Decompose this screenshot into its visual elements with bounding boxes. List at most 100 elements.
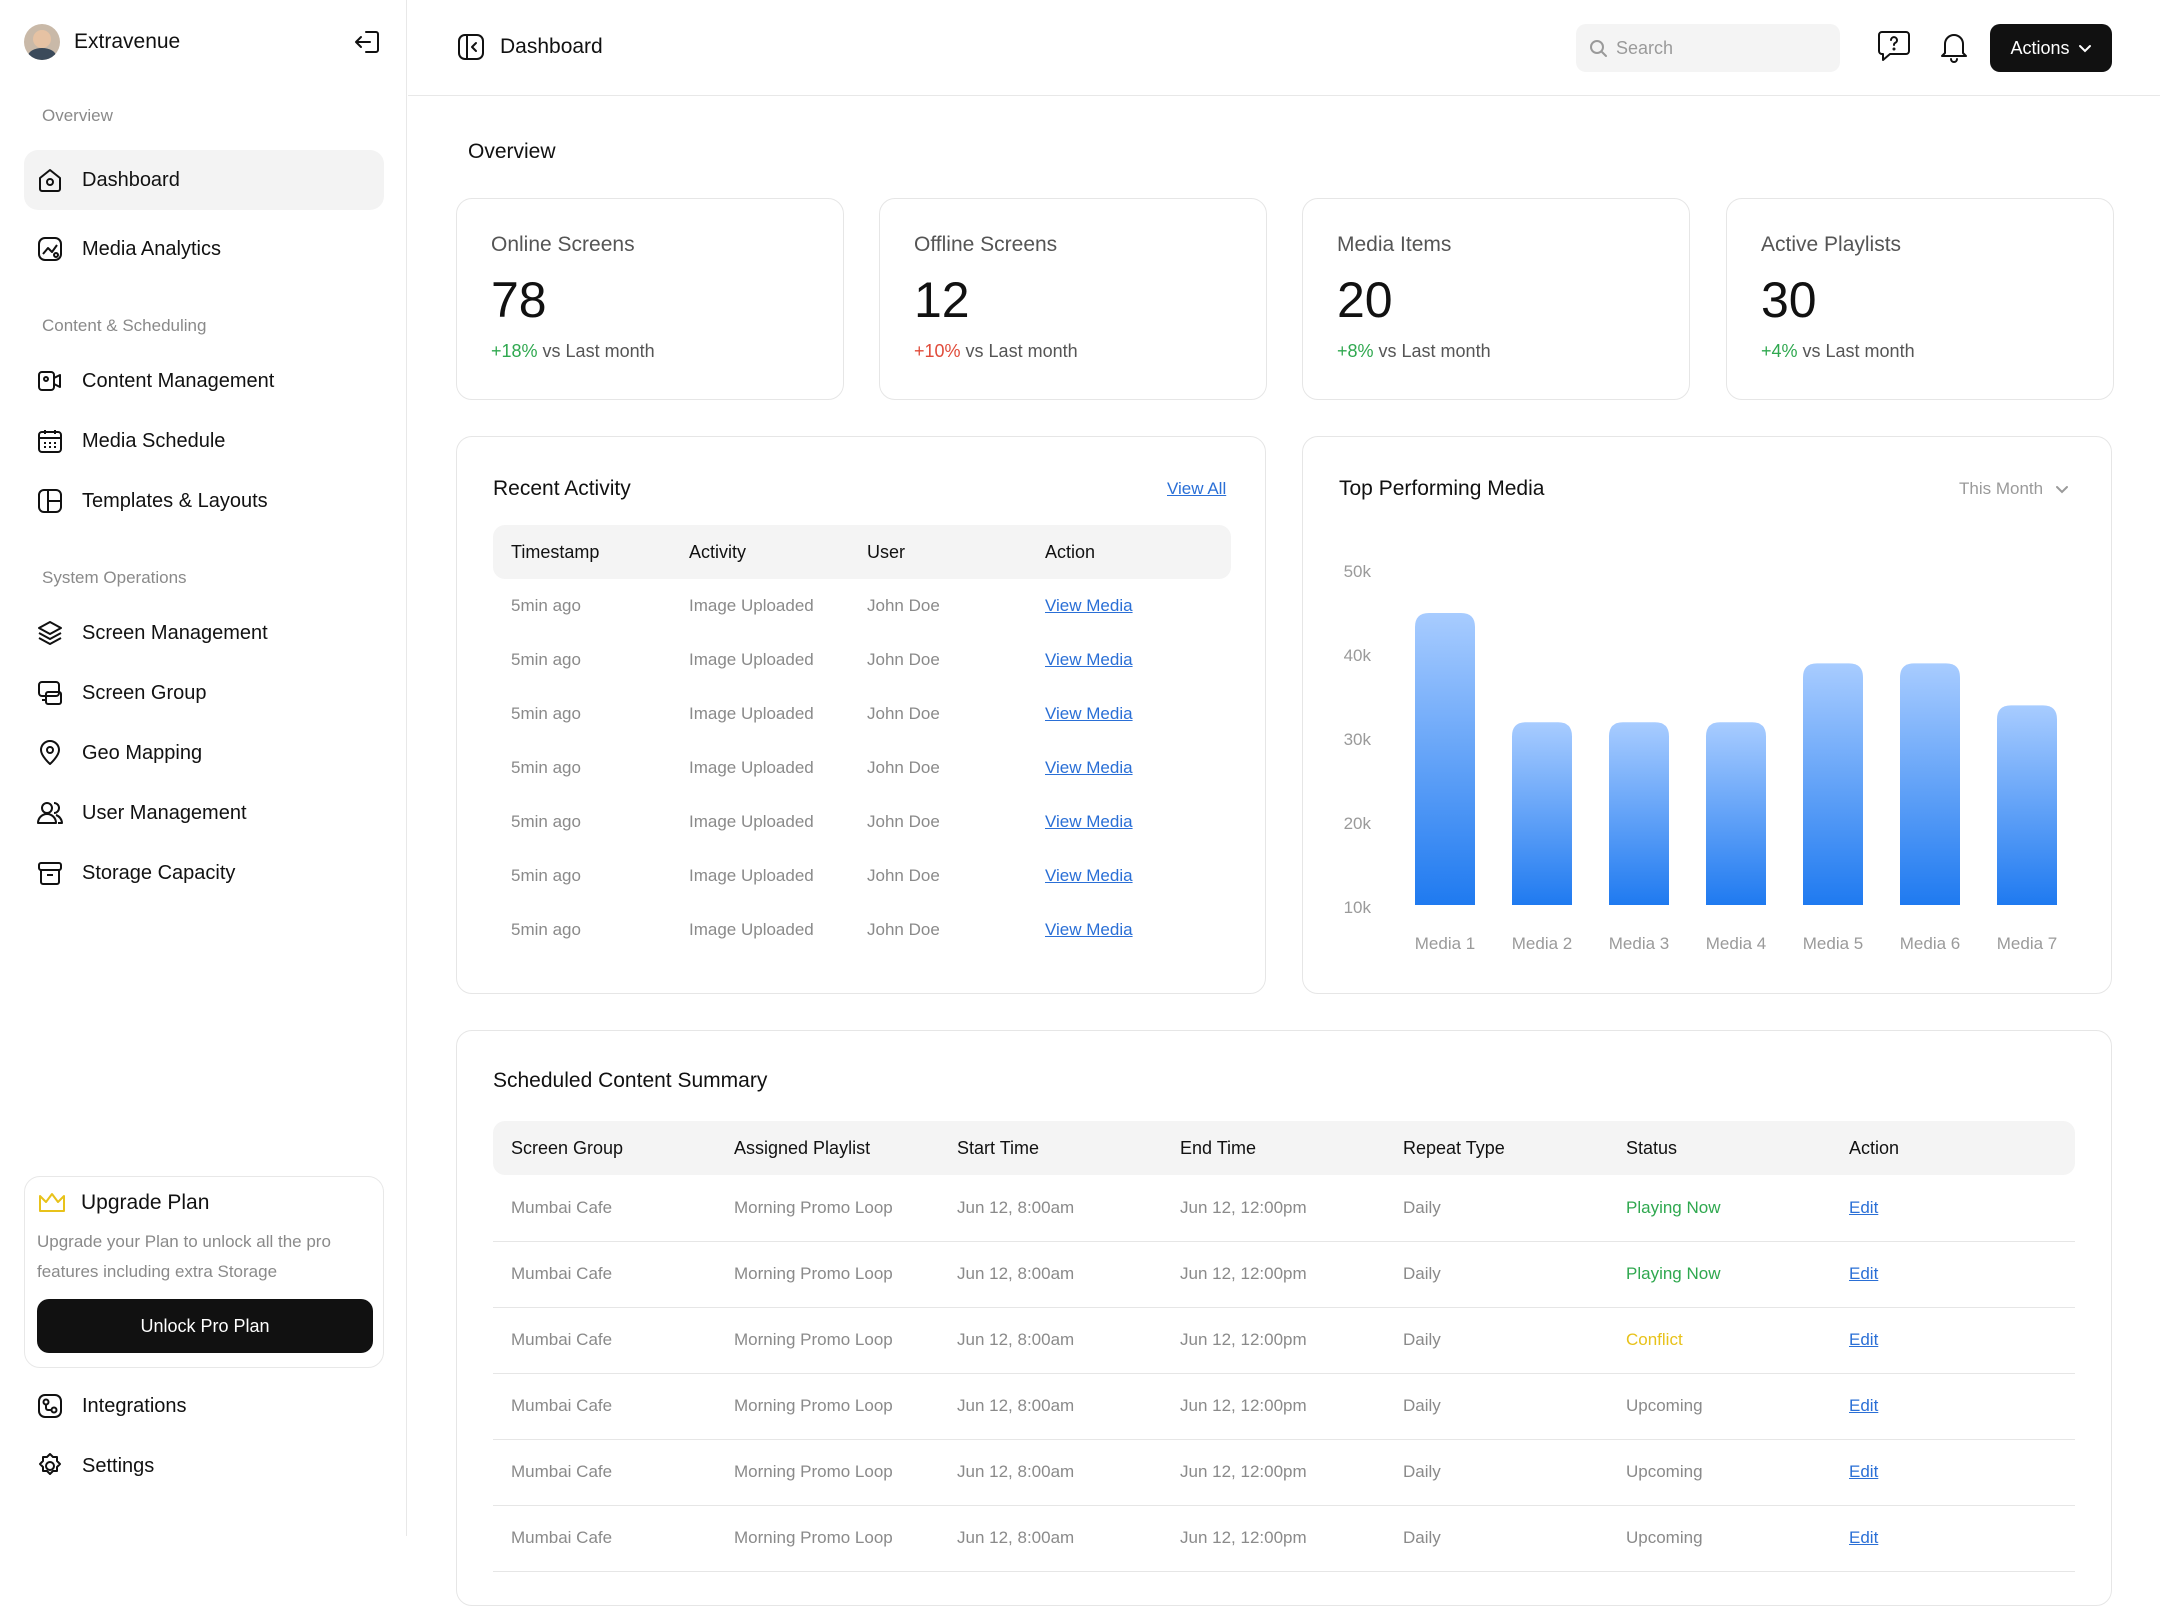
actions-label: Actions	[2010, 37, 2070, 58]
table-cell: Daily	[1385, 1241, 1608, 1308]
table-cell: View Media	[1027, 741, 1231, 795]
logout-icon[interactable]	[352, 26, 384, 58]
x-tick-label: Media 2	[1512, 934, 1572, 953]
view-media-link[interactable]: View Media	[1045, 812, 1133, 831]
table-cell: Edit	[1831, 1373, 2075, 1440]
page-title: Overview	[468, 140, 556, 163]
table-cell: Jun 12, 8:00am	[939, 1439, 1162, 1506]
section-label-overview: Overview	[42, 106, 113, 125]
x-tick-label: Media 4	[1706, 934, 1766, 953]
view-media-link[interactable]: View Media	[1045, 758, 1133, 777]
edit-link[interactable]: Edit	[1849, 1330, 1879, 1349]
y-tick-label: 40k	[1344, 646, 1372, 665]
x-tick-label: Media 3	[1609, 934, 1669, 953]
table-cell: Image Uploaded	[689, 650, 814, 669]
period-select[interactable]: This Month	[1959, 479, 2069, 499]
sidebar-toggle-icon[interactable]	[456, 32, 486, 62]
table-cell: Mumbai Cafe	[493, 1175, 716, 1242]
sidebar-item-templates-layouts[interactable]: Templates & Layouts	[24, 471, 384, 531]
table-cell: Mumbai Cafe	[493, 1241, 716, 1308]
column-header: Assigned Playlist	[734, 1137, 871, 1158]
table-cell: 5min ago	[511, 758, 581, 777]
edit-link[interactable]: Edit	[1849, 1528, 1879, 1547]
y-tick-label: 10k	[1344, 898, 1372, 917]
view-media-link[interactable]: View Media	[1045, 866, 1133, 885]
chart-bar[interactable]	[1512, 722, 1572, 905]
bell-icon[interactable]	[1936, 28, 1972, 64]
sidebar-item-media-analytics[interactable]: Media Analytics	[24, 219, 384, 279]
stat-card-media-items: Media Items 20 +8% vs Last month	[1302, 198, 1690, 400]
chart-bar[interactable]	[1997, 705, 2057, 905]
table-cell: View Media	[1027, 687, 1231, 741]
table-row: 5min ago Image Uploaded John Doe View Media	[493, 903, 1231, 957]
stat-label: Active Playlists	[1761, 233, 1902, 256]
chart-bar[interactable]	[1803, 663, 1863, 905]
table-cell: Edit	[1831, 1241, 2075, 1308]
chart-bar[interactable]	[1900, 663, 1960, 905]
table-cell: View Media	[1027, 579, 1231, 633]
scheduled-content-table: Screen Group Assigned Playlist Start Tim…	[493, 1121, 2075, 1572]
chevron-down-icon	[2056, 486, 2069, 494]
chevron-down-icon	[2078, 45, 2091, 53]
table-cell: 5min ago	[511, 866, 581, 885]
edit-link[interactable]: Edit	[1849, 1264, 1879, 1283]
search-input[interactable]: Search	[1576, 24, 1840, 72]
status-label: Upcoming	[1626, 1396, 1703, 1415]
upgrade-title: Upgrade Plan	[81, 1191, 210, 1214]
content-icon	[36, 367, 64, 395]
sidebar-item-screen-group[interactable]: Screen Group	[24, 663, 384, 723]
table-cell: Image Uploaded	[689, 704, 814, 723]
archive-icon	[36, 859, 64, 887]
stat-label: Media Items	[1337, 233, 1452, 256]
table-cell: Jun 12, 12:00pm	[1162, 1505, 1385, 1572]
sidebar-item-storage-capacity[interactable]: Storage Capacity	[24, 843, 384, 903]
recent-activity-title: Recent Activity	[493, 477, 631, 500]
y-tick-label: 50k	[1344, 562, 1372, 581]
column-header: Screen Group	[511, 1137, 624, 1158]
table-cell: View Media	[1027, 795, 1231, 849]
home-icon	[36, 166, 64, 194]
sidebar-item-media-schedule[interactable]: Media Schedule	[24, 411, 384, 471]
calendar-icon	[36, 427, 64, 455]
unlock-pro-plan-button[interactable]: Unlock Pro Plan	[37, 1299, 373, 1353]
sidebar-item-screen-management[interactable]: Screen Management	[24, 603, 384, 663]
sidebar-item-user-management[interactable]: User Management	[24, 783, 384, 843]
sidebar-item-dashboard[interactable]: Dashboard	[24, 150, 384, 210]
table-header-row: Timestamp Activity User Action	[493, 525, 1231, 579]
view-all-link[interactable]: View All	[1167, 479, 1227, 498]
view-media-link[interactable]: View Media	[1045, 704, 1133, 723]
view-media-link[interactable]: View Media	[1045, 920, 1133, 939]
help-icon[interactable]	[1876, 28, 1912, 64]
actions-button[interactable]: Actions	[1990, 24, 2112, 72]
sidebar-item-integrations[interactable]: Integrations	[24, 1376, 384, 1436]
chart-bar[interactable]	[1609, 722, 1669, 905]
sidebar-item-label: Dashboard	[82, 168, 180, 191]
chart-bar[interactable]	[1706, 722, 1766, 905]
search-icon	[1588, 38, 1608, 58]
edit-link[interactable]: Edit	[1849, 1462, 1879, 1481]
column-header: Action	[1045, 541, 1096, 562]
stat-value: 78	[491, 272, 547, 328]
analytics-icon	[36, 235, 64, 263]
avatar[interactable]	[24, 24, 60, 60]
edit-link[interactable]: Edit	[1849, 1197, 1879, 1217]
table-row: Mumbai Cafe Morning Promo Loop Jun 12, 8:0…	[493, 1307, 2075, 1374]
breadcrumb-label: Dashboard	[500, 35, 603, 58]
section-label-content-scheduling: Content & Scheduling	[42, 316, 207, 335]
stat-value: 30	[1761, 272, 1817, 328]
table-cell: Mumbai Cafe	[493, 1505, 716, 1572]
period-label: This Month	[1959, 479, 2044, 498]
stat-delta: +8% vs Last month	[1337, 341, 1655, 362]
sidebar-item-content-management[interactable]: Content Management	[24, 351, 384, 411]
sidebar-item-geo-mapping[interactable]: Geo Mapping	[24, 723, 384, 783]
table-cell: John Doe	[867, 866, 940, 885]
edit-link[interactable]: Edit	[1849, 1396, 1879, 1415]
table-cell: Edit	[1831, 1505, 2075, 1572]
table-cell: John Doe	[867, 704, 940, 723]
view-media-link[interactable]: View Media	[1045, 650, 1133, 669]
view-media-link[interactable]: View Media	[1045, 596, 1133, 615]
stat-delta: +4% vs Last month	[1761, 341, 2079, 362]
chart-bar[interactable]	[1415, 613, 1475, 905]
table-cell: Jun 12, 8:00am	[939, 1175, 1162, 1242]
sidebar-item-settings[interactable]: Settings	[24, 1436, 384, 1496]
